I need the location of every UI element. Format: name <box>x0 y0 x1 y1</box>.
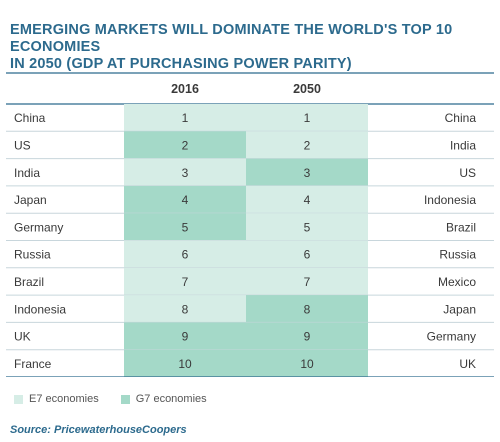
cell-2050-rank-8 <box>246 295 368 323</box>
legend-e7: E7 economies <box>14 393 99 405</box>
country-2016-france: France <box>14 357 52 371</box>
cell-2016-rank-8 <box>124 295 246 323</box>
country-2050-japan: Japan <box>443 302 476 316</box>
country-2050-us: US <box>459 166 476 180</box>
country-2050-mexico: Mexico <box>438 275 476 289</box>
cell-2016-rank-4 <box>124 185 246 214</box>
rank-2050-label: 7 <box>304 275 311 289</box>
country-2016-japan: Japan <box>14 193 47 207</box>
rank-2050-label: 8 <box>304 302 311 316</box>
country-2050-brazil: Brazil <box>446 220 476 234</box>
legend-e7-swatch <box>14 394 23 404</box>
cell-2016-rank-6 <box>124 240 246 268</box>
rank-2050-label: 1 <box>304 111 311 125</box>
rank-2050-label: 9 <box>304 330 311 344</box>
rank-table: 2016 2050 China 1 1 China US 2 2 India India 3 3 US Ja… <box>6 72 494 377</box>
cell-2050-rank-7 <box>246 267 368 296</box>
rank-2050-label: 10 <box>300 357 314 371</box>
country-2016-germany: Germany <box>14 220 63 234</box>
rank-2016-label: 8 <box>182 302 189 316</box>
rank-2016-label: 2 <box>182 138 189 152</box>
cell-2050-rank-1 <box>246 104 368 132</box>
rank-2016-label: 9 <box>182 330 189 344</box>
rank-2050-label: 6 <box>304 248 311 262</box>
legend-e7-label: E7 economies <box>29 393 99 405</box>
cell-2050-rank-5 <box>246 213 368 241</box>
country-2050-uk: UK <box>459 357 476 371</box>
rank-2050-label: 4 <box>304 193 311 207</box>
cell-2016-rank-10 <box>124 349 246 377</box>
rank-2016-label: 1 <box>182 111 189 125</box>
country-2050-russia: Russia <box>439 248 476 262</box>
column-header-2016: 2016 <box>171 82 199 96</box>
cell-2050-rank-2 <box>246 131 368 159</box>
country-2050-indonesia: Indonesia <box>424 193 476 207</box>
cell-2016-rank-3 <box>124 158 246 186</box>
legend-g7-label: G7 economies <box>135 393 207 405</box>
rank-2016-label: 6 <box>182 248 189 262</box>
cell-2016-rank-1 <box>124 104 246 132</box>
chart-title: EMERGING MARKETS WILL DOMINATE THE WORLD… <box>10 22 453 72</box>
cell-2050-rank-10 <box>246 349 368 377</box>
cell-2050-rank-3 <box>246 158 368 186</box>
rank-2050-label: 2 <box>304 138 311 152</box>
cell-2050-rank-9 <box>246 322 368 350</box>
legend: E7 economies G7 economies <box>14 392 229 406</box>
cell-2050-rank-6 <box>246 240 368 268</box>
cell-2050-rank-4 <box>246 185 368 214</box>
country-2016-uk: UK <box>14 330 31 344</box>
country-2016-indonesia: Indonesia <box>14 302 66 316</box>
cell-2016-rank-9 <box>124 322 246 350</box>
country-2016-india: India <box>14 166 40 180</box>
country-2050-germany: Germany <box>427 330 476 344</box>
legend-g7-swatch <box>120 394 130 404</box>
rank-2050-label: 5 <box>304 220 311 234</box>
country-2016-us: US <box>14 138 31 152</box>
rank-2050-label: 3 <box>304 166 311 180</box>
cell-2016-rank-5 <box>124 213 246 241</box>
country-2016-brazil: Brazil <box>14 275 44 289</box>
column-header-2050: 2050 <box>293 82 321 96</box>
rank-2016-label: 4 <box>182 193 189 207</box>
rank-2016-label: 5 <box>182 220 189 234</box>
rank-2016-label: 10 <box>178 357 192 371</box>
cell-2016-rank-2 <box>124 131 246 159</box>
rank-2016-label: 3 <box>182 166 189 180</box>
country-2050-china: China <box>445 111 477 125</box>
legend-g7: G7 economies <box>120 393 207 405</box>
country-2016-china: China <box>14 111 46 125</box>
country-2050-india: India <box>450 138 476 152</box>
source-note: Source: PricewaterhouseCoopers <box>10 424 187 436</box>
cell-2016-rank-7 <box>124 267 246 296</box>
country-2016-russia: Russia <box>14 248 51 262</box>
rank-2016-label: 7 <box>182 275 189 289</box>
